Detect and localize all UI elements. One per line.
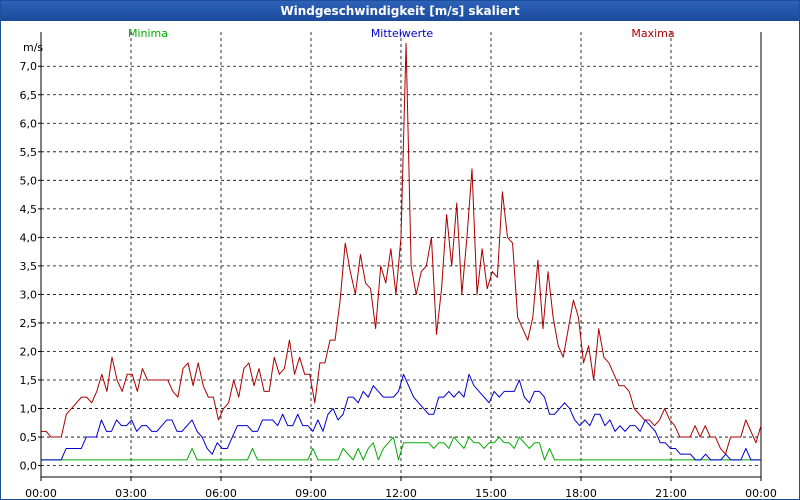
series-line-min — [41, 436, 761, 461]
y-tick-label: 5,0 — [20, 174, 38, 187]
y-tick-label: 4,0 — [20, 231, 38, 244]
y-tick-label: 2,0 — [20, 345, 38, 358]
wind-speed-chart: 0,0 0,5 1,0 1,5 2,0 2,5 3,0 3,5 4,0 4,5 5,0 5,5 6,0 6… — [20, 27, 777, 499]
legend-entry-mean: Mittelwerte — [371, 27, 434, 40]
x-tick-time: 03:00 — [115, 487, 147, 499]
y-tick-label: 2,5 — [20, 317, 38, 330]
grid — [41, 32, 761, 477]
axes: 0,0 0,5 1,0 1,5 2,0 2,5 3,0 3,5 4,0 4,5 5,0 5,5 6,0 6… — [20, 32, 777, 499]
x-tick-time: 21:00 — [655, 487, 687, 499]
y-tick-label: 3,5 — [20, 260, 38, 273]
y-tick-label: 7,0 — [20, 60, 38, 73]
y-tick-label: 4,5 — [20, 203, 38, 216]
y-tick-label: 6,0 — [20, 117, 38, 130]
y-axis-label: m/s — [23, 41, 43, 54]
y-tick-label: 1,0 — [20, 403, 38, 416]
y-tick-label: 5,5 — [20, 146, 38, 159]
x-tick-time: 15:00 — [475, 487, 507, 499]
x-tick-time: 12:00 — [385, 487, 417, 499]
y-tick-label: 1,5 — [20, 374, 38, 387]
x-tick-time: 06:00 — [205, 487, 237, 499]
series-line-mean — [41, 373, 761, 461]
y-tick-label: 6,5 — [20, 89, 38, 102]
y-tick-label: 0,0 — [20, 460, 38, 473]
chart-title: Windgeschwindigkeit [m/s] skaliert — [1, 1, 799, 21]
legend-entry-max: Maxima — [631, 27, 674, 40]
y-tick-label: 3,0 — [20, 288, 38, 301]
legend: Minima Mittelwerte Maxima — [128, 27, 675, 40]
legend-entry-min: Minima — [128, 27, 168, 40]
x-tick-time: 00:00 — [745, 487, 777, 499]
series-lines — [41, 42, 762, 461]
x-tick-time: 09:00 — [295, 487, 327, 499]
y-tick-label: 0,5 — [20, 431, 38, 444]
series-line-max — [41, 42, 762, 455]
x-tick-time: 18:00 — [565, 487, 597, 499]
x-tick-time: 00:00 — [25, 487, 57, 499]
